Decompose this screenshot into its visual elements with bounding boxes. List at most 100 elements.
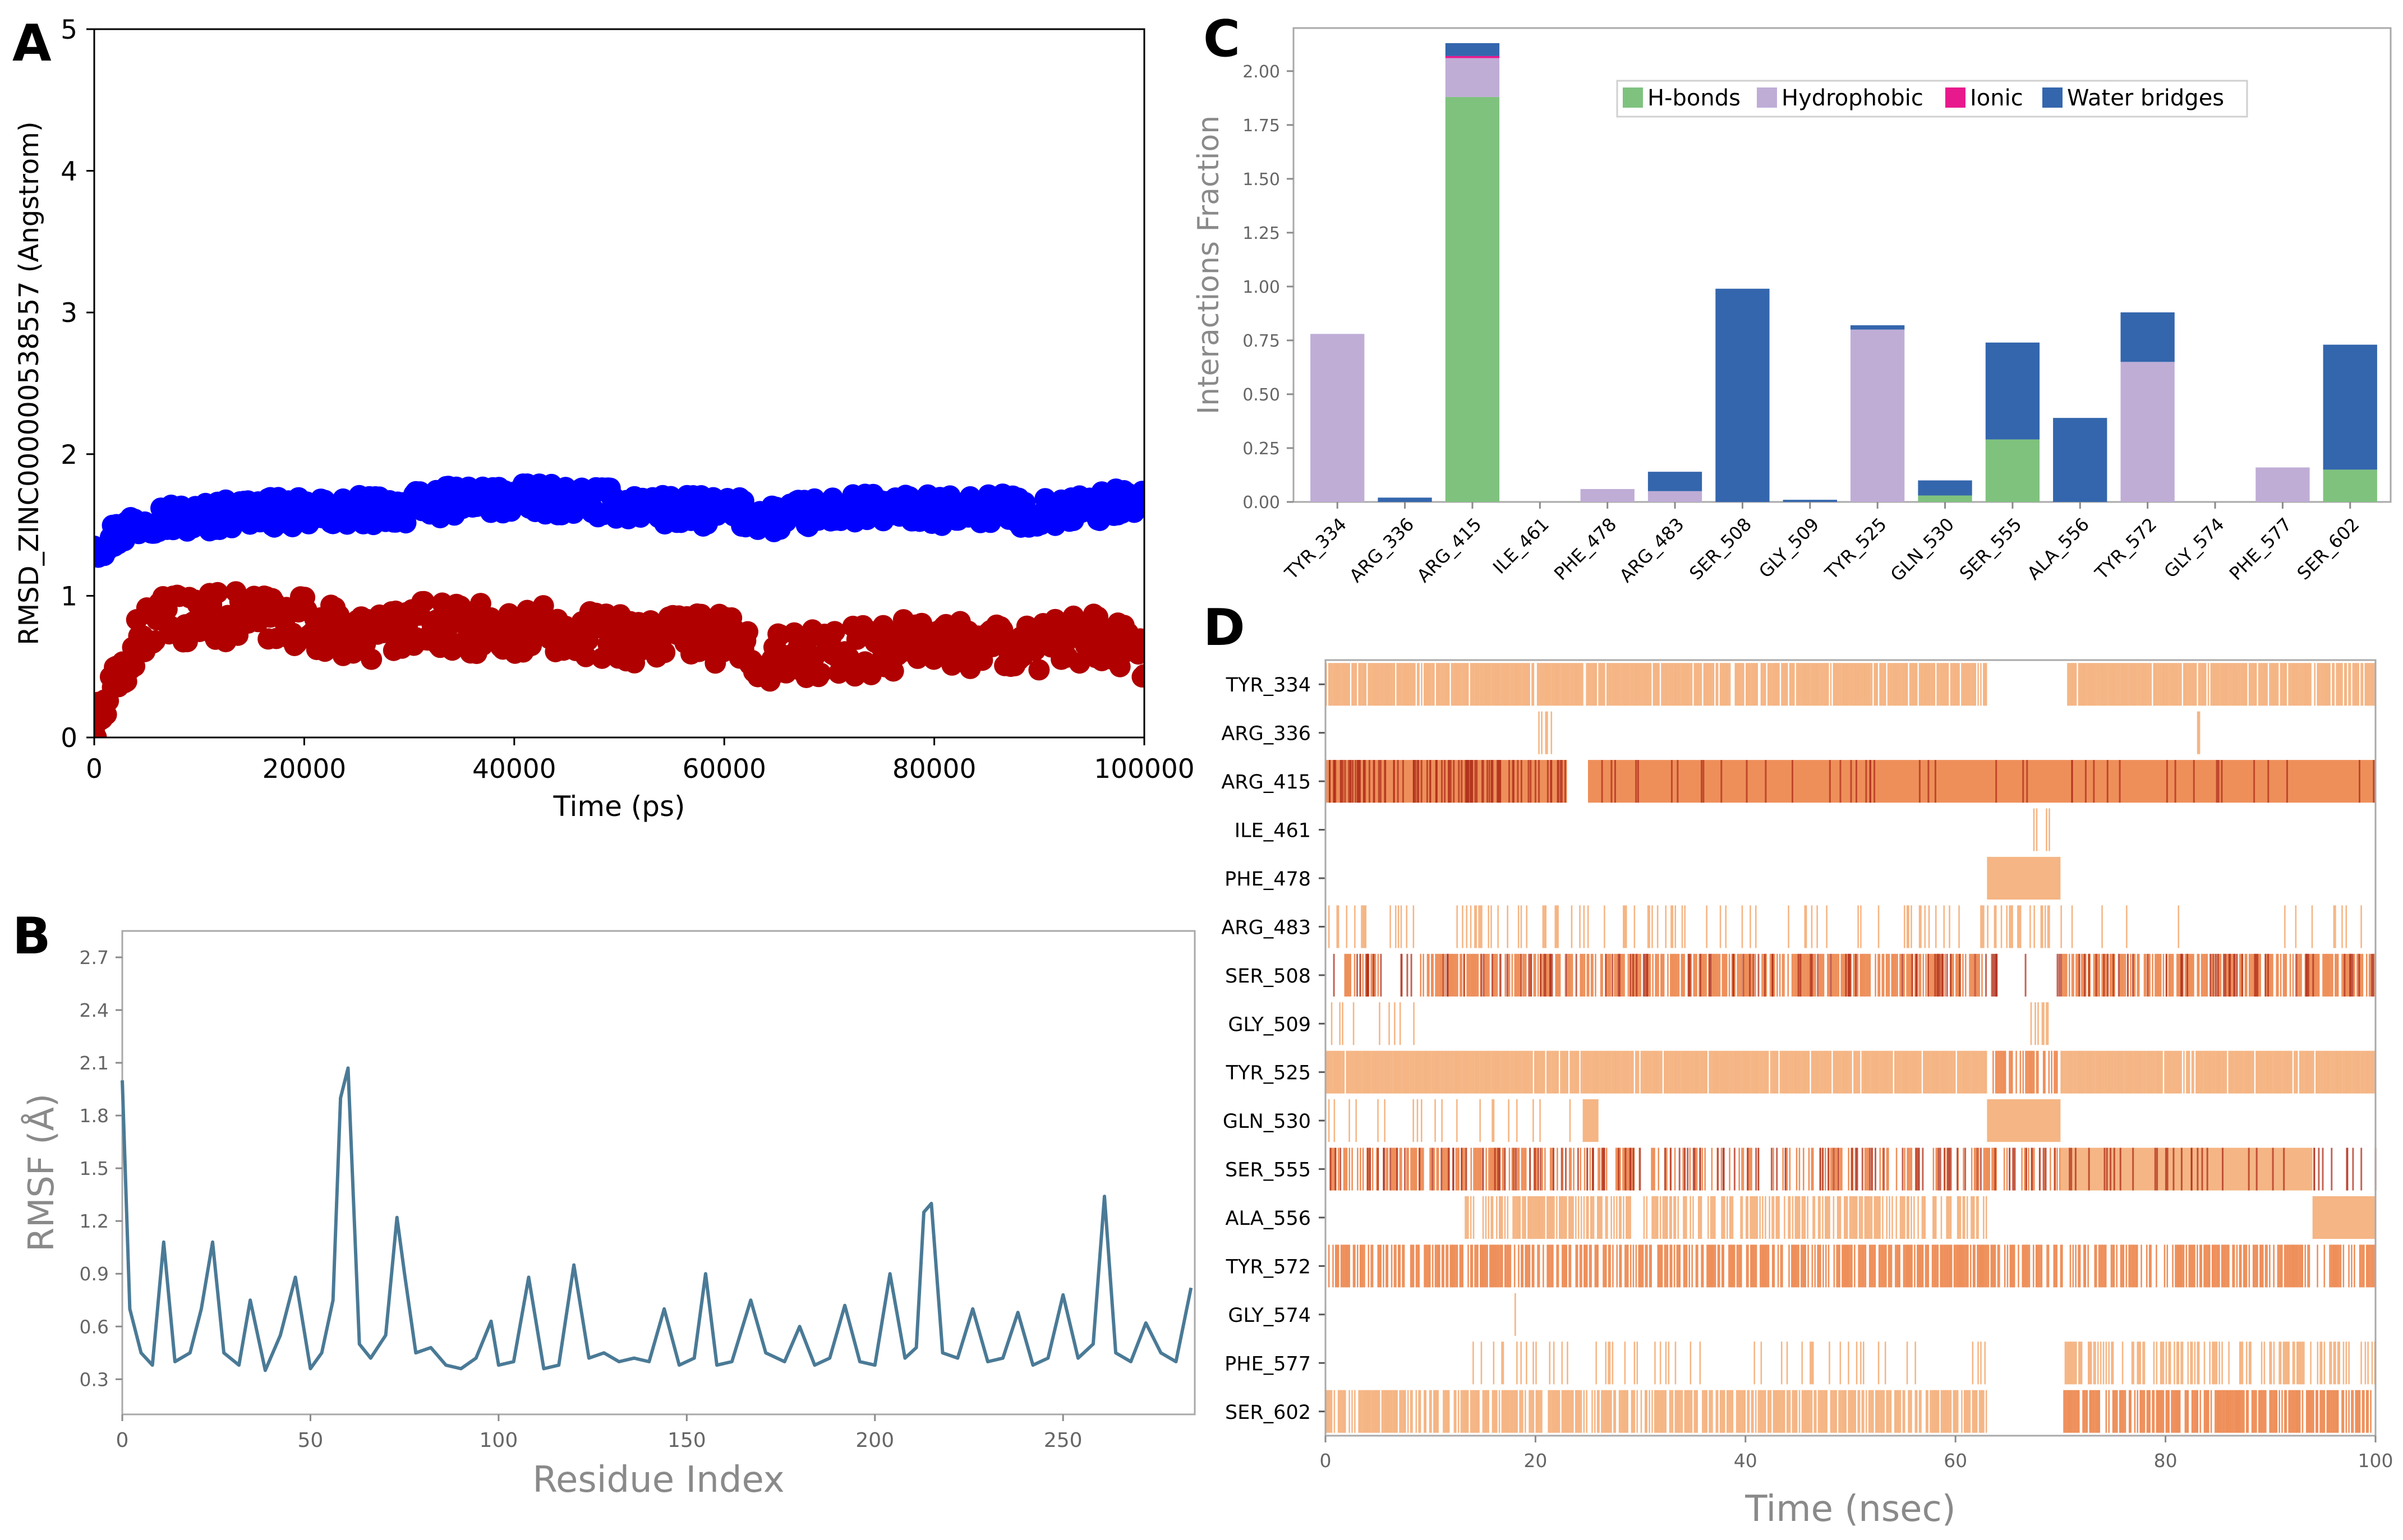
contact-stripe [2028, 1244, 2031, 1288]
contact-stripe [1932, 1196, 1934, 1239]
contact-stripe [1805, 1050, 1807, 1094]
contact-stripe [2104, 953, 2106, 997]
contact-stripe [1917, 1050, 1919, 1094]
contact-stripe [1370, 1050, 1372, 1094]
contact-stripe [1928, 1050, 1930, 1094]
contact-stripe [1962, 1244, 1963, 1288]
contact-stripe [1645, 1050, 1646, 1094]
contact-stripe [2188, 1244, 2190, 1288]
contact-stripe [1387, 663, 1388, 706]
contact-stripe [1750, 1196, 1751, 1239]
x-tick-label: 40000 [472, 754, 556, 785]
contact-stripe [1529, 1050, 1530, 1094]
contact-stripe [2165, 1050, 2167, 1094]
contact-stripe [2280, 1341, 2282, 1385]
contact-stripe [2371, 1050, 2373, 1094]
contact-stripe [1755, 1147, 1757, 1191]
contact-stripe [1449, 760, 1452, 803]
contact-stripe [1789, 1196, 1791, 1239]
contact-stripe [1374, 663, 1377, 706]
contact-stripe [1335, 663, 1337, 706]
contact-stripe [1934, 1244, 1936, 1288]
contact-stripe [1925, 1244, 1927, 1288]
heatmap-row [1472, 1341, 2376, 1385]
contact-stripe [1465, 760, 1467, 803]
contact-stripe [1740, 663, 1742, 706]
y-tick-label: 2 [61, 440, 77, 471]
contact-stripe [1544, 1196, 1545, 1239]
residue-label: ARG_415 [1221, 771, 1311, 794]
contact-stripe [1786, 1341, 1788, 1385]
contact-stripe [1661, 663, 1663, 706]
contact-stripe [1580, 1050, 1582, 1094]
contact-stripe [2287, 1050, 2289, 1094]
contact-stripe [2009, 1050, 2010, 1094]
contact-stripe [2346, 1147, 2349, 1191]
contact-stripe [2069, 1147, 2071, 1191]
contact-stripe [1801, 663, 1803, 706]
contact-stripe [1741, 1390, 1743, 1433]
contact-stripe [2272, 1147, 2274, 1191]
contact-stripe [1475, 1050, 1477, 1094]
contact-stripe [2079, 1050, 2081, 1094]
contact-stripe [1978, 1147, 1980, 1191]
contact-stripe [2372, 953, 2374, 997]
contact-stripe [1833, 1050, 1835, 1094]
contact-stripe [2289, 1050, 2291, 1094]
contact-stripe [1730, 1050, 1732, 1094]
contact-stripe [1937, 1050, 1940, 1094]
contact-stripe [1532, 1390, 1535, 1433]
contact-stripe [1724, 1050, 1725, 1094]
contact-stripe [1521, 1147, 1523, 1191]
contact-stripe [1564, 1050, 1566, 1094]
contact-stripe [1511, 1050, 1513, 1094]
contact-stripe [1343, 663, 1345, 706]
contact-stripe [1365, 953, 1366, 997]
contact-stripe [1822, 663, 1824, 706]
contact-stripe [1845, 1244, 1848, 1288]
contact-stripe [1612, 1050, 1614, 1094]
contact-stripe [1352, 760, 1354, 803]
contact-stripe [1526, 1244, 1528, 1288]
contact-stripe [1448, 1390, 1450, 1433]
rmsd-point [1134, 491, 1144, 513]
contact-stripe [1508, 1099, 1509, 1142]
contact-stripe [1348, 760, 1350, 803]
contact-stripe [1980, 1147, 1982, 1191]
contact-stripe [1716, 1050, 1719, 1094]
contact-stripe [1775, 1196, 1778, 1239]
contact-stripe [2176, 1341, 2178, 1385]
contact-stripe [1782, 1147, 1784, 1191]
contact-stripe [1984, 1050, 1986, 1094]
contact-stripe [2340, 663, 2342, 706]
contact-stripe [2338, 1341, 2340, 1385]
contact-stripe [1371, 1244, 1374, 1288]
contact-stripe [1807, 1244, 1809, 1288]
contact-stripe [1626, 663, 1627, 706]
contact-stripe [1835, 1147, 1838, 1191]
contact-stripe [2337, 1341, 2339, 1385]
contact-stripe [1397, 1050, 1400, 1094]
contact-stripe [1838, 953, 1840, 997]
contact-stripe [1713, 1050, 1715, 1094]
contact-stripe [2048, 1050, 2050, 1094]
contact-stripe [2067, 1341, 2069, 1385]
contact-stripe [1960, 1244, 1962, 1288]
contact-stripe [1571, 1196, 1573, 1239]
contact-stripe [1798, 1244, 1799, 1288]
contact-stripe [1553, 1390, 1555, 1433]
contact-stripe [2117, 663, 2119, 706]
contact-stripe [1576, 1390, 1578, 1433]
rmsd-point [413, 591, 435, 612]
contact-stripe [1702, 760, 1705, 803]
contact-stripe [2166, 953, 2167, 997]
contact-stripe [1831, 953, 1833, 997]
contact-stripe [1834, 953, 1835, 997]
contact-stripe [1436, 1244, 1438, 1288]
contact-stripe [1520, 1341, 1522, 1385]
contact-stripe [1934, 1050, 1936, 1094]
contact-stripe [1573, 1050, 1576, 1094]
contact-stripe [1715, 953, 1716, 997]
contact-stripe [1530, 953, 1532, 997]
contact-stripe [2126, 905, 2128, 948]
